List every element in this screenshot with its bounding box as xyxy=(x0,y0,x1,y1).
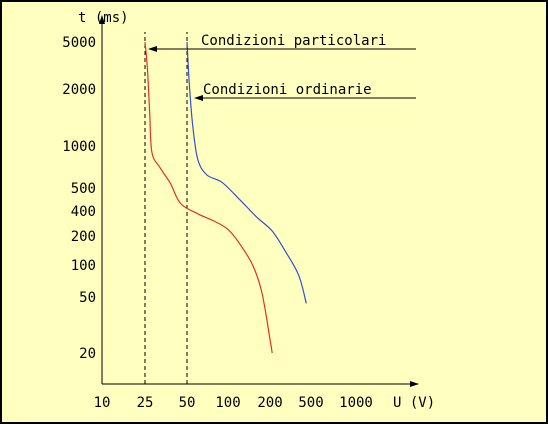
y-tick-label: 5000 xyxy=(62,35,96,51)
x-tick-label: 10 xyxy=(94,395,111,411)
curve-condizioni-particolari xyxy=(144,41,273,354)
annotations: Condizioni particolari Condizioni ordinar… xyxy=(148,33,416,101)
y-tick-label: 20 xyxy=(79,346,96,362)
x-tick-labels: 10 25 50 100 200 500 1000 U (V) xyxy=(94,395,436,411)
x-tick-label: 200 xyxy=(257,395,282,411)
leader-arrow xyxy=(194,95,203,101)
x-tick-label: 500 xyxy=(298,395,323,411)
x-axis-label: U (V) xyxy=(393,395,435,411)
leader-arrow xyxy=(148,46,157,52)
y-tick-label: 100 xyxy=(71,258,96,274)
y-tick-label: 200 xyxy=(71,229,96,245)
y-axis-label: t (ms) xyxy=(78,10,129,26)
x-tick-label: 50 xyxy=(179,395,196,411)
x-tick-label: 100 xyxy=(215,395,240,411)
asymptote-lines xyxy=(144,32,188,384)
y-tick-label: 2000 xyxy=(62,82,96,98)
y-tick-label: 400 xyxy=(71,204,96,220)
label-condizioni-particolari: Condizioni particolari xyxy=(201,33,386,49)
y-tick-label: 1000 xyxy=(62,139,96,155)
y-tick-labels: 5000 2000 1000 500 400 200 100 50 20 t (ms) xyxy=(62,10,128,362)
axes xyxy=(99,15,419,387)
y-tick-label: 50 xyxy=(79,290,96,306)
x-tick-label: 1000 xyxy=(339,395,373,411)
curve-condizioni-ordinarie xyxy=(186,41,307,304)
curves xyxy=(144,41,307,354)
x-axis-arrow xyxy=(410,381,419,387)
y-axis-arrow xyxy=(99,15,105,24)
label-condizioni-ordinarie: Condizioni ordinarie xyxy=(203,82,372,98)
y-tick-label: 500 xyxy=(71,181,96,197)
x-tick-label: 25 xyxy=(137,395,154,411)
